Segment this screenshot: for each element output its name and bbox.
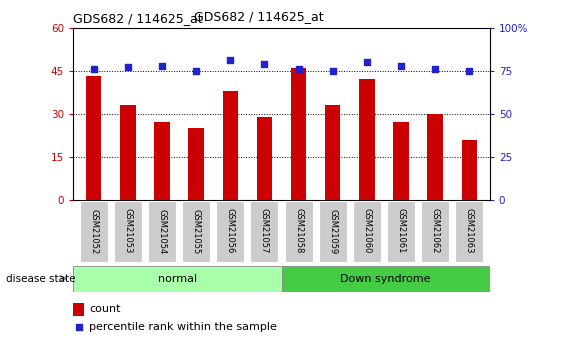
Text: count: count: [90, 304, 121, 314]
Bar: [257, 117, 272, 200]
Bar: [189, 128, 204, 200]
Bar: [222, 91, 238, 200]
Text: GSM21059: GSM21059: [328, 208, 337, 254]
FancyBboxPatch shape: [251, 201, 279, 262]
Point: [89, 66, 98, 72]
Point: [74, 324, 83, 330]
Point: [328, 68, 337, 73]
Text: GSM21061: GSM21061: [396, 208, 405, 254]
Bar: [291, 68, 306, 200]
Text: GSM21060: GSM21060: [363, 208, 372, 254]
FancyBboxPatch shape: [80, 201, 108, 262]
FancyBboxPatch shape: [421, 201, 449, 262]
Text: GSM21054: GSM21054: [158, 208, 167, 254]
FancyBboxPatch shape: [353, 201, 381, 262]
FancyBboxPatch shape: [455, 201, 483, 262]
Point: [191, 68, 200, 73]
Text: percentile rank within the sample: percentile rank within the sample: [90, 322, 278, 332]
Point: [431, 66, 440, 72]
Text: GSM21062: GSM21062: [431, 208, 440, 254]
FancyBboxPatch shape: [282, 266, 490, 292]
Text: Down syndrome: Down syndrome: [341, 274, 431, 284]
Point: [363, 59, 372, 65]
FancyBboxPatch shape: [182, 201, 210, 262]
Point: [294, 66, 303, 72]
Text: GSM21058: GSM21058: [294, 208, 303, 254]
FancyBboxPatch shape: [114, 201, 142, 262]
Bar: [154, 122, 169, 200]
Point: [465, 68, 474, 73]
Bar: [325, 105, 341, 200]
Text: GSM21063: GSM21063: [465, 208, 474, 254]
Point: [226, 58, 235, 63]
FancyBboxPatch shape: [148, 201, 176, 262]
Text: GSM21057: GSM21057: [260, 208, 269, 254]
FancyBboxPatch shape: [284, 201, 312, 262]
Bar: [73, 303, 84, 316]
Text: GSM21055: GSM21055: [191, 208, 200, 254]
Point: [123, 65, 132, 70]
Text: disease state: disease state: [6, 274, 75, 284]
Point: [158, 63, 167, 68]
Text: GDS682 / 114625_at: GDS682 / 114625_at: [73, 12, 203, 25]
Bar: [359, 79, 374, 200]
FancyBboxPatch shape: [73, 266, 282, 292]
Bar: [394, 122, 409, 200]
FancyBboxPatch shape: [216, 201, 244, 262]
Bar: [462, 140, 477, 200]
FancyBboxPatch shape: [387, 201, 415, 262]
Bar: [86, 77, 101, 200]
Text: GSM21052: GSM21052: [89, 208, 98, 254]
Point: [396, 63, 405, 68]
Text: GDS682 / 114625_at: GDS682 / 114625_at: [194, 10, 324, 23]
Bar: [120, 105, 136, 200]
Text: GSM21056: GSM21056: [226, 208, 235, 254]
Point: [260, 61, 269, 67]
Text: GSM21053: GSM21053: [123, 208, 132, 254]
Text: normal: normal: [158, 274, 197, 284]
Bar: [427, 114, 443, 200]
FancyBboxPatch shape: [319, 201, 347, 262]
